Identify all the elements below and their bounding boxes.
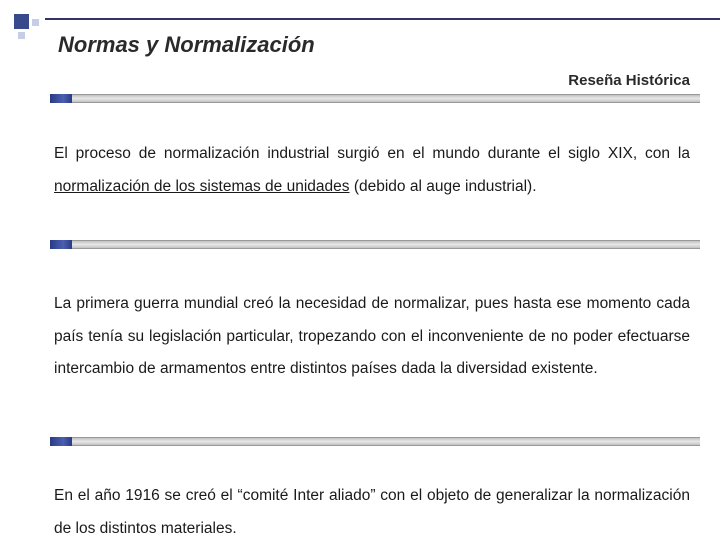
slide-title: Normas y Normalización	[58, 32, 315, 58]
section-divider	[50, 240, 700, 249]
bullet-square-large	[14, 14, 29, 29]
bullet-square-small	[18, 32, 25, 39]
divider-cap	[50, 94, 72, 103]
text-run: El proceso de normalización industrial s…	[54, 145, 690, 162]
section-divider	[50, 437, 700, 446]
header-rule	[45, 18, 720, 20]
divider-cap	[50, 437, 72, 446]
body-text: En el año 1916 se creó el “comité Inter …	[54, 480, 690, 540]
slide-bullet-decoration	[14, 14, 40, 40]
slide-subtitle: Reseña Histórica	[568, 72, 690, 89]
section-divider	[50, 94, 700, 103]
body-text: La primera guerra mundial creó la necesi…	[54, 288, 690, 386]
paragraph-3: En el año 1916 se creó el “comité Inter …	[54, 480, 690, 540]
text-run: (debido al auge industrial).	[350, 178, 537, 195]
divider-cap	[50, 240, 72, 249]
paragraph-1: El proceso de normalización industrial s…	[54, 138, 690, 203]
bullet-square-small	[32, 19, 39, 26]
body-text: El proceso de normalización industrial s…	[54, 138, 690, 203]
paragraph-2: La primera guerra mundial creó la necesi…	[54, 288, 690, 386]
text-underlined: normalización de los sistemas de unidade…	[54, 178, 350, 195]
